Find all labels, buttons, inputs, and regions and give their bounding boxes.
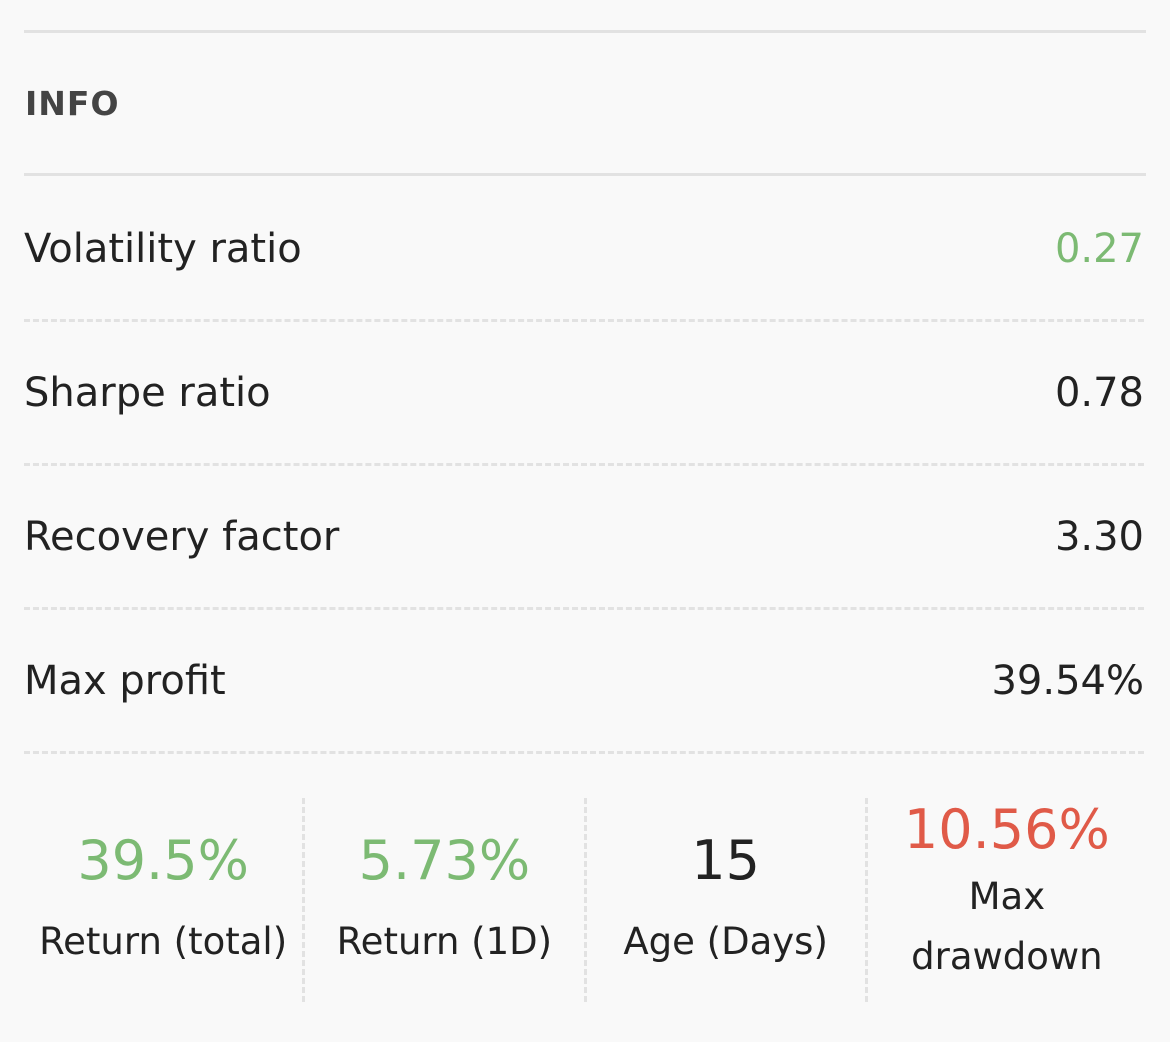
stat-label: Max drawdown (911, 875, 1103, 978)
stat: 5.73% Return (1D) (305, 798, 587, 1002)
divider (24, 173, 1146, 176)
stat: 15 Age (Days) (587, 798, 868, 1002)
row-label: Volatility ratio (24, 225, 302, 272)
row-value: 0.78 (1054, 369, 1144, 416)
stat-value: 10.56% (903, 798, 1110, 861)
stats: 39.5% Return (total) 5.73% Return (1D) 15 Age… (24, 798, 1146, 1002)
stat: 39.5% Return (total) (24, 798, 306, 1002)
stat-value: 15 (691, 828, 760, 892)
info-row: Recovery factor 3.30 (24, 466, 1144, 610)
info-row: Sharpe ratio 0.78 (24, 322, 1144, 466)
stat-value: 39.5% (77, 828, 249, 892)
stat: 10.56% Max drawdown (868, 798, 1146, 1002)
row-label: Recovery factor (24, 513, 340, 560)
stat-label: Return (1D) (336, 919, 553, 963)
row-label: Max profit (24, 657, 226, 704)
stat-label: Return (total) (39, 919, 288, 963)
info-row: Volatility ratio 0.27 (24, 178, 1144, 322)
row-value: 3.30 (1054, 513, 1144, 560)
section-title: INFO (25, 84, 120, 123)
info-row: Max profit 39.54% (24, 610, 1144, 754)
divider (24, 30, 1146, 33)
stat-label: Age (Days) (623, 919, 828, 963)
row-value: 0.27 (1054, 225, 1144, 272)
row-value: 39.54% (991, 657, 1144, 704)
stat-value: 5.73% (358, 828, 531, 892)
row-label: Sharpe ratio (24, 369, 271, 416)
